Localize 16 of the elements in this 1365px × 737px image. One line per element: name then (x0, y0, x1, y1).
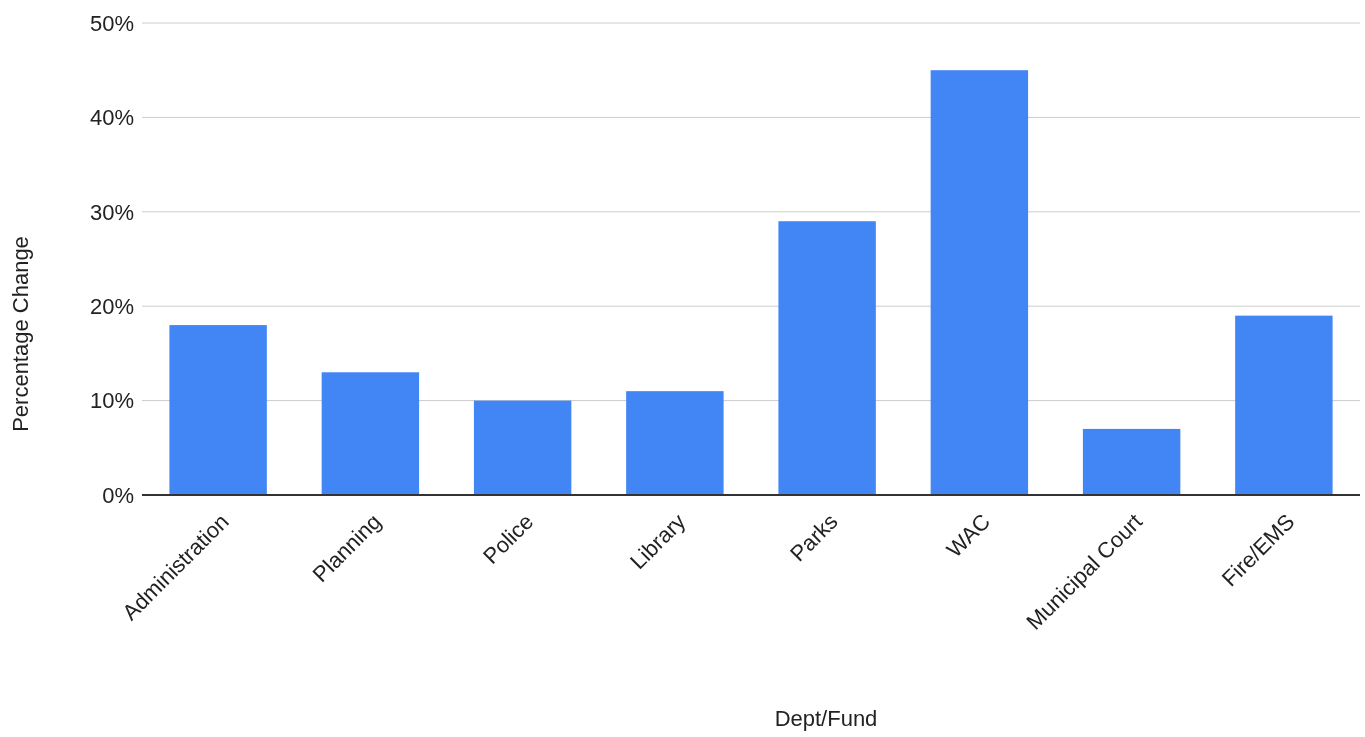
y-tick-label: 40% (89, 105, 134, 131)
y-tick-label: 50% (89, 10, 134, 36)
y-tick-label: 20% (89, 293, 134, 319)
y-tick-label: 10% (89, 388, 134, 414)
bar (169, 325, 267, 495)
y-tick-label: 0% (102, 482, 134, 508)
x-axis-title: Dept/Fund (774, 706, 878, 731)
bar (473, 400, 572, 495)
bar (626, 391, 724, 495)
bar (778, 221, 876, 495)
bar (321, 372, 420, 495)
y-tick-label: 30% (89, 199, 134, 225)
bar (930, 70, 1029, 495)
y-axis-title: Percentage Change (8, 236, 33, 432)
bar (1082, 428, 1181, 495)
bar (1235, 315, 1333, 495)
